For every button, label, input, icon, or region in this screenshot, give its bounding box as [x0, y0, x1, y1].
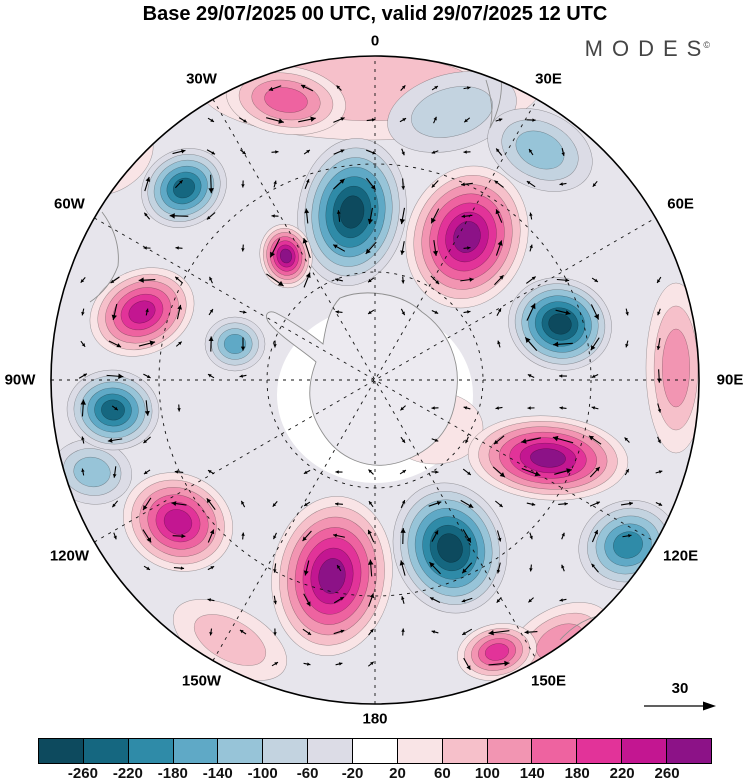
colorbar-tick: -100: [247, 765, 278, 782]
anomaly-blob: [387, 71, 517, 153]
anomaly-blob: [226, 65, 346, 135]
colorbar-segment: [39, 739, 84, 763]
lon-label-150W: 150W: [181, 672, 222, 689]
anomaly-blob: [297, 138, 407, 286]
coastline: [89, 211, 119, 303]
colorbar-segment: [532, 739, 578, 763]
anomaly-blob: [204, 316, 266, 372]
page-title: Base 29/07/2025 00 UTC, valid 29/07/2025…: [142, 3, 608, 25]
lon-label-120W: 120W: [49, 547, 89, 565]
anomaly-blob: [487, 108, 593, 192]
map-border: [50, 55, 700, 705]
lon-label-30W: 30W: [186, 70, 217, 88]
colorbar-segment: [218, 739, 264, 763]
modes-logo: MODES©: [585, 36, 710, 62]
lon-label-0: 0: [370, 32, 380, 50]
anomaly-blob: [457, 623, 537, 681]
lon-label-150E: 150E: [530, 672, 567, 689]
anomaly-blob: [259, 223, 313, 289]
colorbar-segment: [308, 739, 354, 763]
lon-label-60E: 60E: [667, 195, 694, 213]
colorbar: [38, 738, 712, 764]
map-clip-group: [51, 56, 699, 704]
colorbar-tick: 260: [654, 765, 680, 782]
anomaly-blob: [141, 148, 227, 228]
colorbar-segment: [173, 739, 219, 763]
colorbar-tick: -180: [157, 765, 188, 782]
lon-label-180: 180: [362, 710, 388, 728]
reference-vector-label: 30: [671, 680, 689, 697]
colorbar-segment: [263, 739, 309, 763]
colorbar-tick: 220: [609, 765, 635, 782]
colorbar-segment: [353, 739, 398, 763]
colorbar-tick: 60: [434, 765, 451, 782]
anomaly-blob: [51, 439, 133, 505]
lon-label-90W: 90W: [4, 371, 36, 389]
graticule: [51, 56, 699, 704]
colorbar-tick: -20: [341, 765, 364, 782]
colorbar-segment: [83, 739, 129, 763]
colorbar-tick: 140: [519, 765, 545, 782]
colorbar-tick: -220: [112, 765, 143, 782]
colorbar-tick-labels: -260 -220 -180 -140 -100 -60 -20 20 60 100 140 180 2…: [38, 765, 712, 783]
colorbar-segment: [577, 739, 623, 763]
anomaly-blob: [172, 599, 288, 681]
reference-vector: 30: [644, 680, 716, 716]
coastline: [485, 77, 502, 129]
anomaly-blob: [89, 267, 195, 357]
colorbar-tick: -60: [296, 765, 319, 782]
anomaly-blob: [645, 282, 699, 454]
anomaly-blob: [467, 415, 629, 501]
anomaly-blob: [122, 472, 234, 572]
colorbar-tick: 100: [474, 765, 500, 782]
coastline: [266, 292, 458, 466]
anomaly-blob: [66, 369, 160, 451]
anomaly-blob: [405, 165, 529, 309]
copyright-mark: ©: [703, 39, 710, 50]
wind-vectors: [78, 84, 663, 671]
anomaly-blob: [392, 482, 508, 614]
colorbar-segment: [487, 739, 533, 763]
colorbar-segment: [622, 739, 668, 763]
colorbar-segment: [442, 739, 488, 763]
lon-label-90E: 90E: [716, 371, 744, 389]
colorbar-tick: -140: [202, 765, 233, 782]
colorbar-segment: [128, 739, 174, 763]
colorbar-tick: 180: [564, 765, 590, 782]
colorbar-tick: 20: [389, 765, 406, 782]
colorbar-tick: -260: [67, 765, 98, 782]
modes-logo-text: MODES: [584, 36, 711, 61]
lon-label-30E: 30E: [535, 70, 562, 88]
lon-label-60W: 60W: [53, 195, 85, 213]
reference-vector-arrow-icon: [644, 701, 716, 711]
lon-label-120E: 120E: [663, 547, 699, 565]
colorbar-segment: [667, 739, 711, 763]
colorbar-segment: [397, 739, 443, 763]
